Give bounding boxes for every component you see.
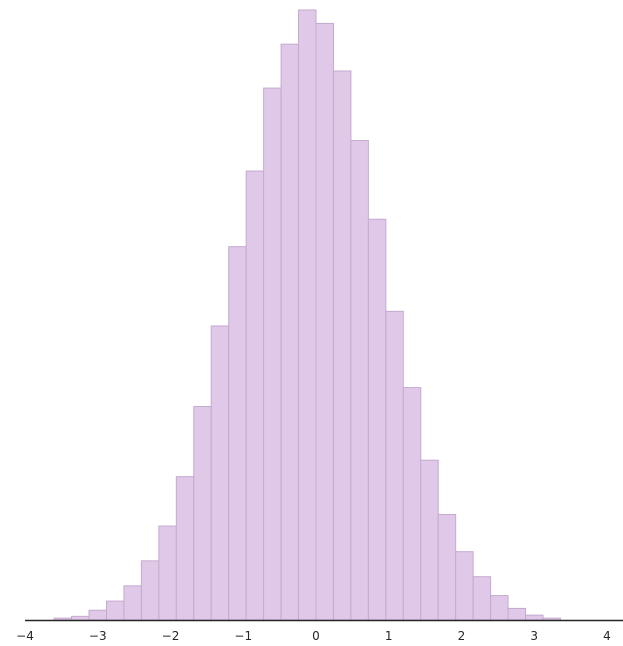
x-tick-label: −4 <box>16 629 34 643</box>
histogram-bar <box>298 9 317 621</box>
histogram-bar <box>88 609 107 621</box>
histogram-bar <box>402 387 422 621</box>
histogram-bar <box>350 140 369 621</box>
histogram-bar <box>472 576 492 621</box>
histogram-bar <box>455 551 474 621</box>
histogram-bar <box>315 22 334 621</box>
histogram-bar <box>420 459 439 621</box>
histogram-bar <box>53 617 73 621</box>
x-tick-label: 1 <box>385 629 393 643</box>
histogram-bar <box>367 218 387 621</box>
x-tick-label: 3 <box>530 629 538 643</box>
histogram-bar <box>437 513 457 621</box>
histogram-bar <box>71 615 90 621</box>
histogram-bar <box>490 595 509 621</box>
histogram-bar <box>263 87 282 621</box>
histogram-bar <box>158 525 177 621</box>
histogram-bars <box>53 9 561 621</box>
x-tick-label: 4 <box>603 629 611 643</box>
histogram-bar <box>105 600 125 621</box>
histogram-bar <box>385 310 404 621</box>
histogram-bar <box>123 585 142 621</box>
histogram-bar <box>210 325 230 621</box>
histogram-bar <box>280 43 300 621</box>
histogram-bar <box>245 170 265 621</box>
histogram-bar <box>140 560 160 621</box>
x-tick-label: 0 <box>312 629 320 643</box>
x-axis-ticks: −4 −3 −2 −1 0 1 2 3 4 <box>16 629 611 643</box>
histogram-bar <box>193 406 212 621</box>
x-tick-label: −2 <box>162 629 180 643</box>
histogram-bar <box>542 617 561 621</box>
histogram-bar <box>332 70 352 621</box>
x-tick-label: 2 <box>458 629 466 643</box>
x-tick-label: −3 <box>89 629 107 643</box>
histogram-bar <box>228 246 247 621</box>
histogram-bar <box>525 614 544 621</box>
histogram-bar <box>175 476 195 621</box>
histogram-bar <box>507 607 527 621</box>
x-tick-label: −1 <box>234 629 252 643</box>
